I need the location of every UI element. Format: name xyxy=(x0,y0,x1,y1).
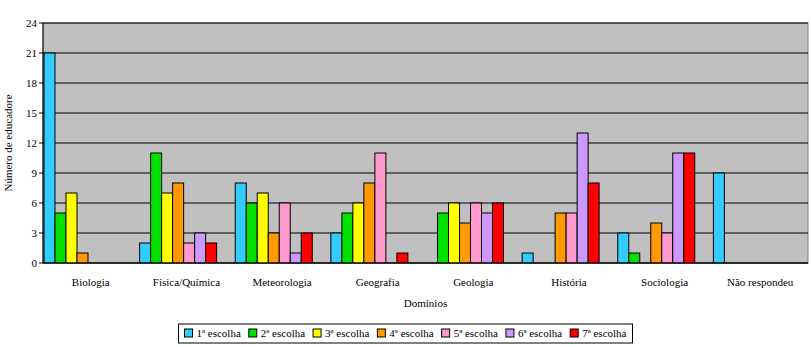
legend-label: 3ª escolha xyxy=(325,327,369,339)
bar xyxy=(206,243,217,263)
grid-line xyxy=(43,143,808,144)
legend-label: 5ª escolha xyxy=(454,327,498,339)
bar xyxy=(235,183,246,263)
category-label: Meteorologia xyxy=(252,276,311,288)
bar xyxy=(364,183,375,263)
bar xyxy=(673,153,684,263)
bar xyxy=(268,233,279,263)
plot-area xyxy=(43,23,808,263)
category-label: Física/Química xyxy=(153,276,220,288)
tick-label: 9 xyxy=(32,167,38,179)
bar xyxy=(184,243,195,263)
x-axis-label: Domínios xyxy=(404,297,447,309)
bar xyxy=(195,233,206,263)
y-axis xyxy=(43,23,44,263)
legend: 1ª escolha 2ª escolha 3ª escolha 4ª escolha… xyxy=(179,324,633,343)
tick-label: 12 xyxy=(26,137,37,149)
legend-swatch xyxy=(313,329,321,337)
bar xyxy=(577,133,588,263)
grid-line xyxy=(43,23,808,24)
legend-swatch xyxy=(185,329,193,337)
grid-line xyxy=(43,53,808,54)
tick-label: 3 xyxy=(32,227,38,239)
x-axis xyxy=(43,263,808,264)
bar xyxy=(257,193,268,263)
legend-swatch xyxy=(377,329,385,337)
legend-box xyxy=(179,324,633,343)
legend-swatch xyxy=(249,329,257,337)
tick xyxy=(39,23,43,24)
tick-label: 0 xyxy=(32,257,38,269)
bar xyxy=(301,233,312,263)
bar xyxy=(651,223,662,263)
tick-label: 6 xyxy=(32,197,38,209)
tick xyxy=(39,263,43,264)
bar xyxy=(77,253,88,263)
grid-line xyxy=(43,113,808,114)
category-label: História xyxy=(551,276,587,288)
bar xyxy=(662,233,673,263)
bar xyxy=(246,203,257,263)
bar xyxy=(44,53,55,263)
bar xyxy=(331,233,342,263)
bar xyxy=(173,183,184,263)
tick xyxy=(39,113,43,114)
bar xyxy=(618,233,629,263)
category-label: Geologia xyxy=(453,276,493,288)
bar xyxy=(290,253,301,263)
bar xyxy=(713,173,724,263)
category-label: Não respondeu xyxy=(727,276,794,288)
grid-line xyxy=(43,83,808,84)
bar xyxy=(629,253,640,263)
tick-label: 21 xyxy=(26,47,37,59)
bar xyxy=(493,203,504,263)
tick xyxy=(39,143,43,144)
bar xyxy=(438,213,449,263)
legend-swatch xyxy=(570,329,578,337)
bar xyxy=(151,153,162,263)
category-label: Sociologia xyxy=(641,276,688,288)
tick-label: 18 xyxy=(26,77,38,89)
tick xyxy=(39,83,43,84)
legend-label: 7ª escolha xyxy=(582,327,626,339)
bar xyxy=(471,203,482,263)
tick xyxy=(39,203,43,204)
bar xyxy=(55,213,66,263)
tick xyxy=(39,53,43,54)
chart: 0 3 6 9 12 15 18 21 24 Biologia Física/Química Mete… xyxy=(0,0,811,347)
bar xyxy=(566,213,577,263)
legend-swatch xyxy=(506,329,514,337)
bar xyxy=(460,223,471,263)
bar xyxy=(162,193,173,263)
legend-label: 1ª escolha xyxy=(197,327,241,339)
legend-label: 6ª escolha xyxy=(518,327,562,339)
tick-label: 15 xyxy=(26,107,38,119)
bar xyxy=(588,183,599,263)
legend-swatch xyxy=(442,329,450,337)
tick xyxy=(39,233,43,234)
legend-label: 4ª escolha xyxy=(389,327,433,339)
bar xyxy=(555,213,566,263)
bar xyxy=(522,253,533,263)
bars xyxy=(44,53,724,263)
category-label: Geografia xyxy=(356,276,400,288)
y-axis-label: Número de educadore xyxy=(2,94,14,191)
tick-label: 24 xyxy=(26,17,38,29)
bar xyxy=(375,153,386,263)
category-label: Biologia xyxy=(72,276,110,288)
bar xyxy=(449,203,460,263)
bar xyxy=(140,243,151,263)
bar xyxy=(684,153,695,263)
bar xyxy=(66,193,77,263)
legend-label: 2ª escolha xyxy=(261,327,305,339)
bar xyxy=(342,213,353,263)
bar xyxy=(279,203,290,263)
bar xyxy=(397,253,408,263)
tick xyxy=(39,173,43,174)
grid-line xyxy=(43,263,808,264)
bar xyxy=(482,213,493,263)
bar xyxy=(353,203,364,263)
